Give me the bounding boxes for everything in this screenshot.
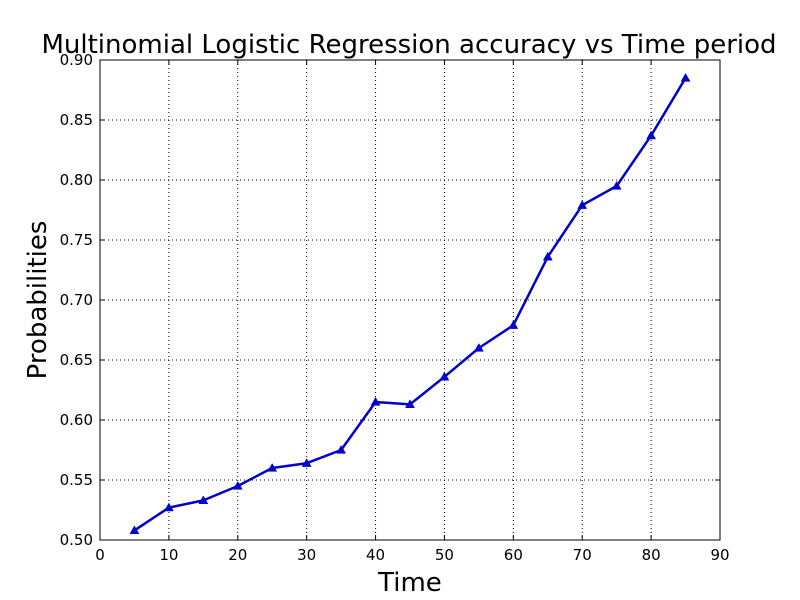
series-line	[133, 77, 687, 532]
data-point	[232, 480, 243, 490]
x-tick-label: 0	[95, 546, 105, 564]
x-tick-label: 70	[573, 546, 592, 564]
data-point	[370, 396, 381, 406]
grid-lines	[100, 60, 720, 540]
data-point	[611, 180, 622, 190]
data-point	[473, 342, 484, 352]
data-point	[198, 495, 209, 505]
data-point	[577, 200, 588, 209]
data-point	[163, 502, 174, 512]
data-point	[301, 458, 312, 467]
data-point	[267, 462, 278, 472]
data-point	[542, 251, 553, 261]
x-tick-label: 40	[366, 546, 385, 564]
x-tick-label: 80	[642, 546, 661, 564]
data-point	[439, 371, 450, 381]
y-tick-label: 0.75	[60, 231, 93, 249]
data-point	[129, 525, 140, 535]
x-tick-label: 30	[297, 546, 316, 564]
y-axis-label: Probabilities	[23, 221, 53, 380]
y-tick-label: 0.65	[60, 351, 93, 369]
data-point	[646, 130, 657, 140]
y-tick-label: 0.85	[60, 111, 93, 129]
data-point	[336, 444, 347, 454]
data-point	[680, 72, 691, 82]
x-tick-label: 10	[159, 546, 178, 564]
y-tick-label: 0.70	[60, 291, 93, 309]
x-axis-label: Time	[377, 568, 442, 598]
x-tick-labels: 0 10 20 30 40 50 60 70 80 90	[95, 546, 729, 564]
y-tick-label: 0.90	[60, 51, 93, 69]
series-layer	[129, 72, 691, 535]
y-tick-label: 0.55	[60, 471, 93, 489]
data-point	[405, 399, 415, 409]
x-tick-label: 90	[710, 546, 729, 564]
data-point	[508, 320, 519, 329]
y-tick-label: 0.80	[60, 171, 93, 189]
chart-title: Multinomial Logistic Regression accuracy…	[41, 30, 776, 60]
y-tick-label: 0.60	[60, 411, 93, 429]
x-tick-label: 50	[435, 546, 454, 564]
y-tick-label: 0.50	[60, 531, 93, 549]
tick-marks	[99, 59, 721, 541]
y-tick-labels: 0.50 0.55 0.60 0.65 0.70 0.75 0.80 0.85 0.90	[60, 51, 93, 549]
x-tick-label: 60	[504, 546, 523, 564]
x-tick-label: 20	[228, 546, 247, 564]
